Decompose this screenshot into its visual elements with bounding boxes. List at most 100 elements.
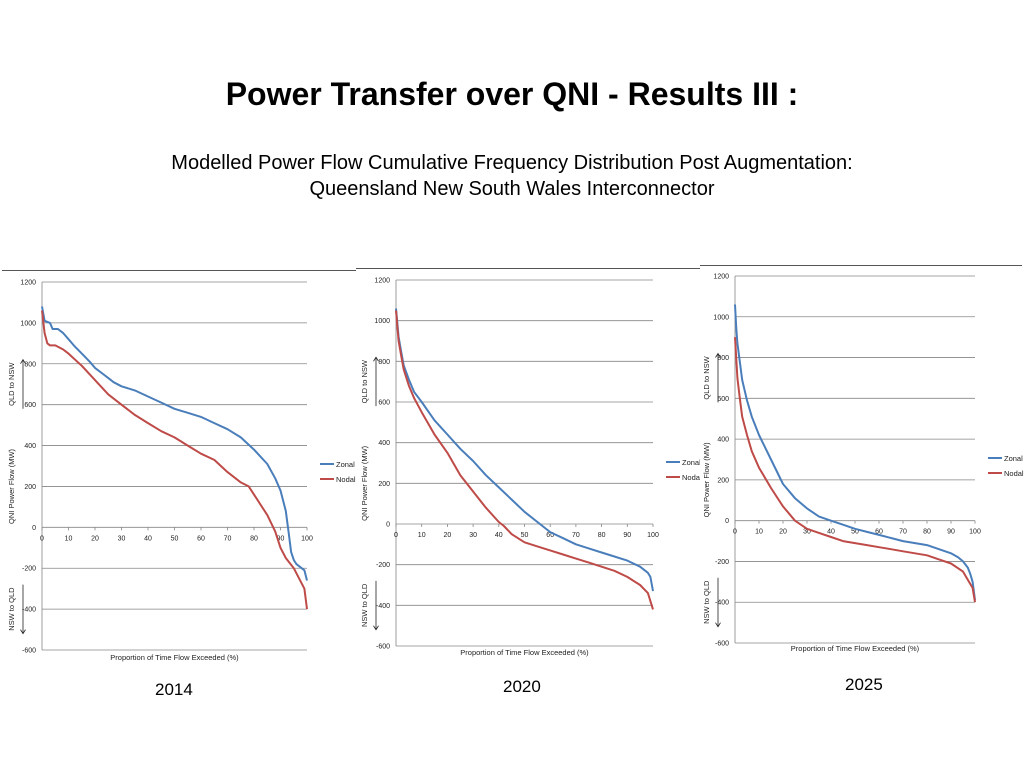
y-tick-label: 0 [32,525,36,532]
x-tick-label: 90 [947,529,955,536]
y-tick-label: 600 [378,400,390,407]
x-tick-label: 10 [755,529,763,536]
y-axis-title: QNI Power Flow (MW) [360,445,369,521]
y-tick-label: -400 [376,603,390,610]
y-tick-label: -400 [715,600,729,607]
legend-label-zonal: Zonal [1004,454,1023,463]
x-tick-label: 70 [224,535,232,542]
year-label-2014: 2014 [155,680,193,699]
y-axis-title: QNI Power Flow (MW) [702,442,711,518]
y-tick-label: 600 [24,402,36,409]
x-tick-label: 40 [495,532,503,539]
arrow-up-head-icon [373,356,379,362]
x-tick-label: 0 [394,532,398,539]
y-tick-label: 1200 [20,280,36,287]
x-tick-label: 10 [418,532,426,539]
x-tick-label: 60 [197,535,205,542]
y-axis-title: QNI Power Flow (MW) [7,448,16,524]
x-tick-label: 80 [250,535,258,542]
arrow-up-head-icon [715,352,721,358]
y-tick-label: 1000 [374,318,390,325]
y-tick-label: 1000 [713,314,729,321]
x-tick-label: 20 [91,535,99,542]
x-tick-label: 50 [851,529,859,536]
year-label-2025: 2025 [845,675,883,694]
arrow-down-head-icon [20,629,26,635]
x-tick-label: 30 [469,532,477,539]
legend-label-zonal: Zonal [682,458,701,467]
legend-label-nodal: Nodal [336,475,356,484]
legend-label-zonal: Zonal [336,460,355,469]
chart-2025: 1200 1000 800 600 400 200 0 -200 -400 -600 0 10 20 30… [700,265,1024,665]
x-tick-label: 100 [647,532,659,539]
arrow-down-head-icon [715,622,721,628]
y-tick-label: 200 [24,484,36,491]
x-tick-label: 40 [827,529,835,536]
x-tick-label: 100 [301,535,313,542]
annotation-nsw-to-qld: NSW to QLD [7,587,16,631]
arrow-up-head-icon [20,358,26,364]
slide-title: Power Transfer over QNI - Results III : [225,76,799,112]
year-label-2020: 2020 [503,677,541,696]
annotation-qld-to-nsw: QLD to NSW [702,355,711,399]
x-tick-label: 30 [118,535,126,542]
y-tick-label: 400 [717,437,729,444]
x-axis-title: Proportion of Time Flow Exceeded (%) [110,653,239,662]
y-tick-label: -200 [715,559,729,566]
y-tick-label: 1000 [20,320,36,327]
x-tick-label: 0 [40,535,44,542]
x-tick-label: 70 [572,532,580,539]
subtitle-line-1: Modelled Power Flow Cumulative Frequency… [171,152,853,174]
series-line-zonal [395,308,654,592]
y-tick-label: 1200 [713,274,729,281]
series-line-nodal [41,310,308,610]
y-tick-label: -200 [376,562,390,569]
series-line-nodal [734,337,976,603]
chart-2020: 1200 1000 800 600 400 200 0 -200 -400 -600 0 10 20 30… [356,268,702,668]
x-tick-label: 90 [277,535,285,542]
x-tick-label: 50 [521,532,529,539]
y-tick-label: 400 [24,443,36,450]
y-tick-label: 0 [386,522,390,529]
y-tick-label: 200 [717,477,729,484]
series-line-zonal [734,304,976,601]
annotation-qld-to-nsw: QLD to NSW [7,362,16,406]
x-tick-label: 50 [171,535,179,542]
series-line-zonal [41,306,308,581]
x-axis-title: Proportion of Time Flow Exceeded (%) [791,644,920,653]
x-axis-title: Proportion of Time Flow Exceeded (%) [460,648,589,657]
x-tick-label: 100 [969,529,981,536]
x-tick-label: 20 [444,532,452,539]
x-tick-label: 20 [779,529,787,536]
x-tick-label: 60 [875,529,883,536]
chart-svg: 1200 1000 800 600 400 200 0 -200 -400 -600 0 10 20 30… [2,270,357,662]
y-tick-label: -200 [22,566,36,573]
x-tick-label: 0 [733,529,737,536]
y-tick-label: 800 [717,355,729,362]
legend-label-nodal: Nodal [682,473,702,482]
x-tick-label: 30 [803,529,811,536]
legend-label-nodal: Nodal [1004,469,1024,478]
x-tick-label: 80 [598,532,606,539]
x-tick-label: 60 [546,532,554,539]
series-line-nodal [395,310,654,610]
y-tick-label: 1200 [374,278,390,285]
y-tick-label: -600 [715,641,729,648]
annotation-nsw-to-qld: NSW to QLD [702,580,711,624]
y-tick-label: 600 [717,396,729,403]
chart-svg: 1200 1000 800 600 400 200 0 -200 -400 -600 0 10 20 30… [356,268,702,657]
x-tick-label: 70 [899,529,907,536]
x-tick-label: 10 [65,535,73,542]
y-tick-label: -600 [376,644,390,651]
x-tick-label: 40 [144,535,152,542]
chart-2014: 1200 1000 800 600 400 200 0 -200 -400 -600 0 10 20 30… [2,270,357,670]
y-tick-label: -600 [22,648,36,655]
y-tick-label: 800 [378,359,390,366]
chart-svg: 1200 1000 800 600 400 200 0 -200 -400 -600 0 10 20 30… [700,265,1024,653]
arrow-down-head-icon [373,625,379,631]
annotation-nsw-to-qld: NSW to QLD [360,583,369,627]
y-tick-label: -400 [22,607,36,614]
x-tick-label: 80 [923,529,931,536]
y-tick-label: 800 [24,361,36,368]
y-tick-label: 400 [378,440,390,447]
